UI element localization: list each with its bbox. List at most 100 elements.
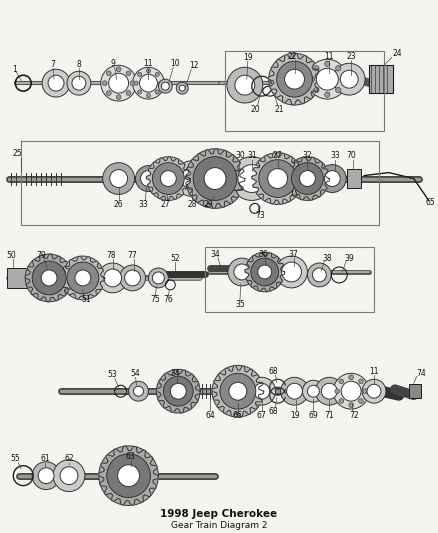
Text: 27: 27 <box>273 151 283 160</box>
Circle shape <box>174 160 210 197</box>
Circle shape <box>349 403 353 408</box>
Circle shape <box>155 72 159 76</box>
Circle shape <box>359 379 364 384</box>
Polygon shape <box>146 157 190 200</box>
Text: 19: 19 <box>291 410 300 419</box>
Circle shape <box>48 75 64 91</box>
Text: 19: 19 <box>243 53 253 62</box>
Bar <box>347 168 361 189</box>
Circle shape <box>126 91 131 95</box>
Circle shape <box>170 383 186 399</box>
Text: 54: 54 <box>131 369 141 378</box>
Text: 79: 79 <box>36 251 46 260</box>
Circle shape <box>120 265 145 291</box>
Circle shape <box>259 160 297 197</box>
Circle shape <box>321 383 337 399</box>
Circle shape <box>362 379 386 403</box>
Circle shape <box>116 95 121 100</box>
Circle shape <box>72 76 86 90</box>
Polygon shape <box>61 256 105 300</box>
Circle shape <box>248 377 276 405</box>
Circle shape <box>118 465 140 487</box>
Text: 21: 21 <box>275 104 284 114</box>
Circle shape <box>282 262 301 282</box>
Text: 39: 39 <box>344 254 354 263</box>
Text: 69: 69 <box>308 410 318 419</box>
Circle shape <box>268 53 320 105</box>
Circle shape <box>133 67 164 99</box>
Text: 8: 8 <box>77 60 81 69</box>
Circle shape <box>281 377 308 405</box>
Circle shape <box>325 92 330 98</box>
Circle shape <box>67 262 99 294</box>
Circle shape <box>324 171 340 187</box>
Text: 68: 68 <box>269 407 279 416</box>
Bar <box>409 384 421 398</box>
Circle shape <box>292 163 323 195</box>
Text: 33: 33 <box>138 200 148 209</box>
Circle shape <box>228 258 256 286</box>
Circle shape <box>124 270 141 286</box>
Circle shape <box>156 369 200 413</box>
Polygon shape <box>268 53 320 105</box>
Circle shape <box>116 67 121 71</box>
Text: 73: 73 <box>255 211 265 220</box>
Circle shape <box>159 79 172 93</box>
Text: 64: 64 <box>205 410 215 419</box>
Circle shape <box>148 268 168 288</box>
Bar <box>225 51 384 131</box>
Polygon shape <box>156 369 200 413</box>
Circle shape <box>314 66 319 71</box>
Circle shape <box>286 157 329 200</box>
Circle shape <box>152 272 164 284</box>
Circle shape <box>303 380 324 402</box>
Circle shape <box>363 389 367 393</box>
Text: 26: 26 <box>114 200 124 209</box>
Polygon shape <box>212 366 264 417</box>
Text: 50: 50 <box>7 251 16 260</box>
Circle shape <box>155 90 159 94</box>
Circle shape <box>252 153 304 204</box>
Text: 77: 77 <box>127 251 138 260</box>
Circle shape <box>185 149 245 208</box>
Circle shape <box>60 467 78 484</box>
Text: 72: 72 <box>350 410 359 419</box>
Circle shape <box>268 168 288 189</box>
Circle shape <box>138 90 142 94</box>
Circle shape <box>341 381 361 401</box>
Circle shape <box>134 81 138 85</box>
Circle shape <box>235 75 255 95</box>
Circle shape <box>38 468 54 483</box>
Circle shape <box>238 165 266 192</box>
Circle shape <box>367 384 381 398</box>
Circle shape <box>333 63 365 95</box>
Text: 38: 38 <box>322 254 332 263</box>
Text: 78: 78 <box>106 251 116 260</box>
Circle shape <box>307 59 347 99</box>
Text: 63: 63 <box>126 453 135 461</box>
Circle shape <box>140 74 157 92</box>
Circle shape <box>230 157 274 200</box>
Text: 52: 52 <box>170 254 180 263</box>
Circle shape <box>134 386 144 396</box>
Text: 55: 55 <box>11 454 20 463</box>
Polygon shape <box>185 149 245 208</box>
Circle shape <box>276 256 307 288</box>
Text: 53: 53 <box>108 370 117 379</box>
Circle shape <box>32 462 60 490</box>
Text: 7: 7 <box>51 60 56 69</box>
Circle shape <box>126 71 131 76</box>
Circle shape <box>53 460 85 491</box>
Text: 30: 30 <box>235 151 245 160</box>
Polygon shape <box>245 252 285 292</box>
Text: 9: 9 <box>110 59 115 68</box>
Text: 12: 12 <box>189 61 199 70</box>
Circle shape <box>159 81 163 85</box>
Text: 11: 11 <box>369 367 379 376</box>
Text: 76: 76 <box>163 295 173 304</box>
Text: 11: 11 <box>325 52 334 61</box>
Text: 24: 24 <box>392 49 402 58</box>
Circle shape <box>138 72 142 76</box>
Text: 70: 70 <box>346 151 356 160</box>
Circle shape <box>32 261 66 295</box>
